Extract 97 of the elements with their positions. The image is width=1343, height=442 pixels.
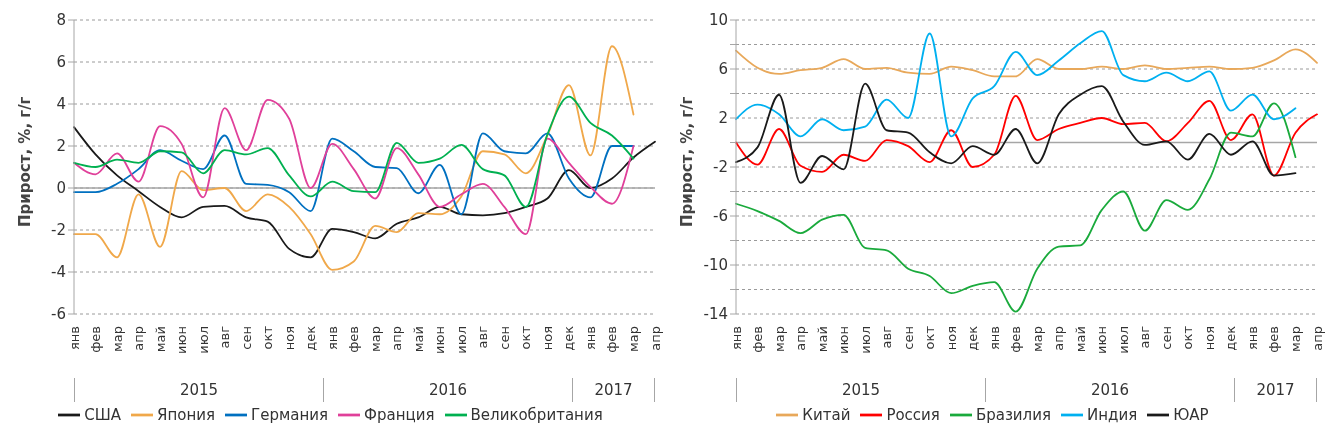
y-tick-label: -6 (51, 305, 66, 324)
legend-label: Россия (886, 405, 940, 424)
y-tick-label: 6 (56, 53, 66, 72)
x-tick-label: дек (965, 325, 981, 351)
y-tick-label: -6 (713, 207, 728, 226)
x-tick-label: дек (561, 325, 577, 351)
x-tick-label: янв (324, 326, 340, 350)
y-axis-title: Прирост, %, г/г (678, 96, 697, 227)
x-tick-label: авг (475, 325, 491, 349)
text: 2015 (74, 378, 323, 402)
y-tick-label: 10 (708, 11, 728, 30)
x-tick-label: фев (1008, 326, 1024, 353)
x-tick-label: окт (1180, 325, 1196, 350)
x-tick-label: июн (432, 326, 448, 354)
x-tick-label: апр (389, 326, 405, 351)
y-tick-label: 2 (718, 109, 728, 128)
line-series (73, 132, 635, 216)
x-tick-label: фев (604, 326, 620, 353)
x-tick-label: ноя (539, 326, 555, 351)
x-tick-label: июн (1094, 326, 1110, 354)
x-tick-label: мар (367, 326, 383, 353)
line-series (735, 48, 1318, 78)
x-tick-label: май (1072, 326, 1088, 353)
legend-label: Япония (157, 405, 216, 424)
y-tick-label: 4 (56, 95, 66, 114)
x-tick-label: янв (66, 326, 82, 350)
x-tick-label: апр (1051, 326, 1067, 351)
text: 2017 (572, 378, 655, 402)
x-tick-label: ноя (281, 326, 297, 351)
x-tick-label: май (814, 326, 830, 353)
x-tick-label: ноя (943, 326, 959, 351)
x-tick-label: окт (260, 325, 276, 350)
y-tick-label: 8 (56, 11, 66, 30)
y-tick-label: -14 (703, 305, 728, 324)
x-tick-label: мар (771, 326, 787, 353)
x-tick-label: фев (1266, 326, 1282, 353)
x-tick-label: янв (582, 326, 598, 350)
y-axis-title: Прирост, %, г/г (16, 96, 35, 227)
x-tick-label: сен (1158, 326, 1174, 350)
x-tick-label: фев (346, 326, 362, 353)
legend-label: Индия (1086, 405, 1138, 424)
text: 2015 (736, 378, 985, 402)
line-series (73, 95, 635, 208)
x-tick-label: июн (836, 326, 852, 354)
line-series (735, 102, 1297, 313)
x-tick-label: окт (922, 325, 938, 350)
legend-label: Китай (802, 405, 851, 424)
x-tick-label: сен (900, 326, 916, 350)
x-tick-label: мар (1287, 326, 1303, 353)
x-tick-label: апр (1309, 326, 1325, 351)
line-series (73, 98, 635, 236)
y-tick-label: -4 (51, 263, 66, 282)
x-tick-label: окт (518, 325, 534, 350)
x-tick-label: апр (647, 326, 663, 351)
x-tick-label: май (410, 326, 426, 353)
y-tick-label: -2 (713, 158, 728, 177)
line-series (735, 82, 1297, 184)
x-tick-label: апр (131, 326, 147, 351)
x-tick-label: мар (109, 326, 125, 353)
x-tick-label: июл (857, 326, 873, 354)
x-tick-label: сен (496, 326, 512, 350)
y-tick-label: -10 (703, 256, 728, 275)
legend-label: Франция (364, 405, 435, 424)
text: 2016 (323, 378, 572, 402)
line-series (73, 45, 635, 271)
legend-label: Бразилия (975, 405, 1051, 424)
x-tick-label: июн (174, 326, 190, 354)
x-tick-label: авг (217, 325, 233, 349)
x-tick-label: июл (1115, 326, 1131, 354)
legend-label: ЮАР (1173, 405, 1209, 424)
x-tick-label: янв (1244, 326, 1260, 350)
y-tick-label: -2 (51, 221, 66, 240)
x-tick-label: фев (88, 326, 104, 353)
x-tick-label: авг (1137, 325, 1153, 349)
x-tick-label: ноя (1201, 326, 1217, 351)
x-tick-label: дек (303, 325, 319, 351)
x-tick-label: янв (986, 326, 1002, 350)
x-tick-label: мар (625, 326, 641, 353)
x-tick-label: июл (453, 326, 469, 354)
line-series (735, 30, 1297, 138)
x-tick-label: сен (238, 326, 254, 350)
x-tick-label: мар (1029, 326, 1045, 353)
x-tick-label: апр (793, 326, 809, 351)
y-tick-label: 2 (56, 137, 66, 156)
legend-label: США (84, 405, 122, 424)
x-tick-label: авг (879, 325, 895, 349)
text: 2017 (1234, 378, 1317, 402)
x-tick-label: фев (750, 326, 766, 353)
legend-label: Великобритания (470, 405, 603, 424)
y-tick-label: 6 (718, 60, 728, 79)
y-tick-label: 0 (56, 179, 66, 198)
x-tick-label: май (152, 326, 168, 353)
x-tick-label: янв (728, 326, 744, 350)
legend-label: Германия (251, 405, 329, 424)
x-tick-label: июл (195, 326, 211, 354)
x-tick-label: дек (1223, 325, 1239, 351)
text: 2016 (985, 378, 1234, 402)
